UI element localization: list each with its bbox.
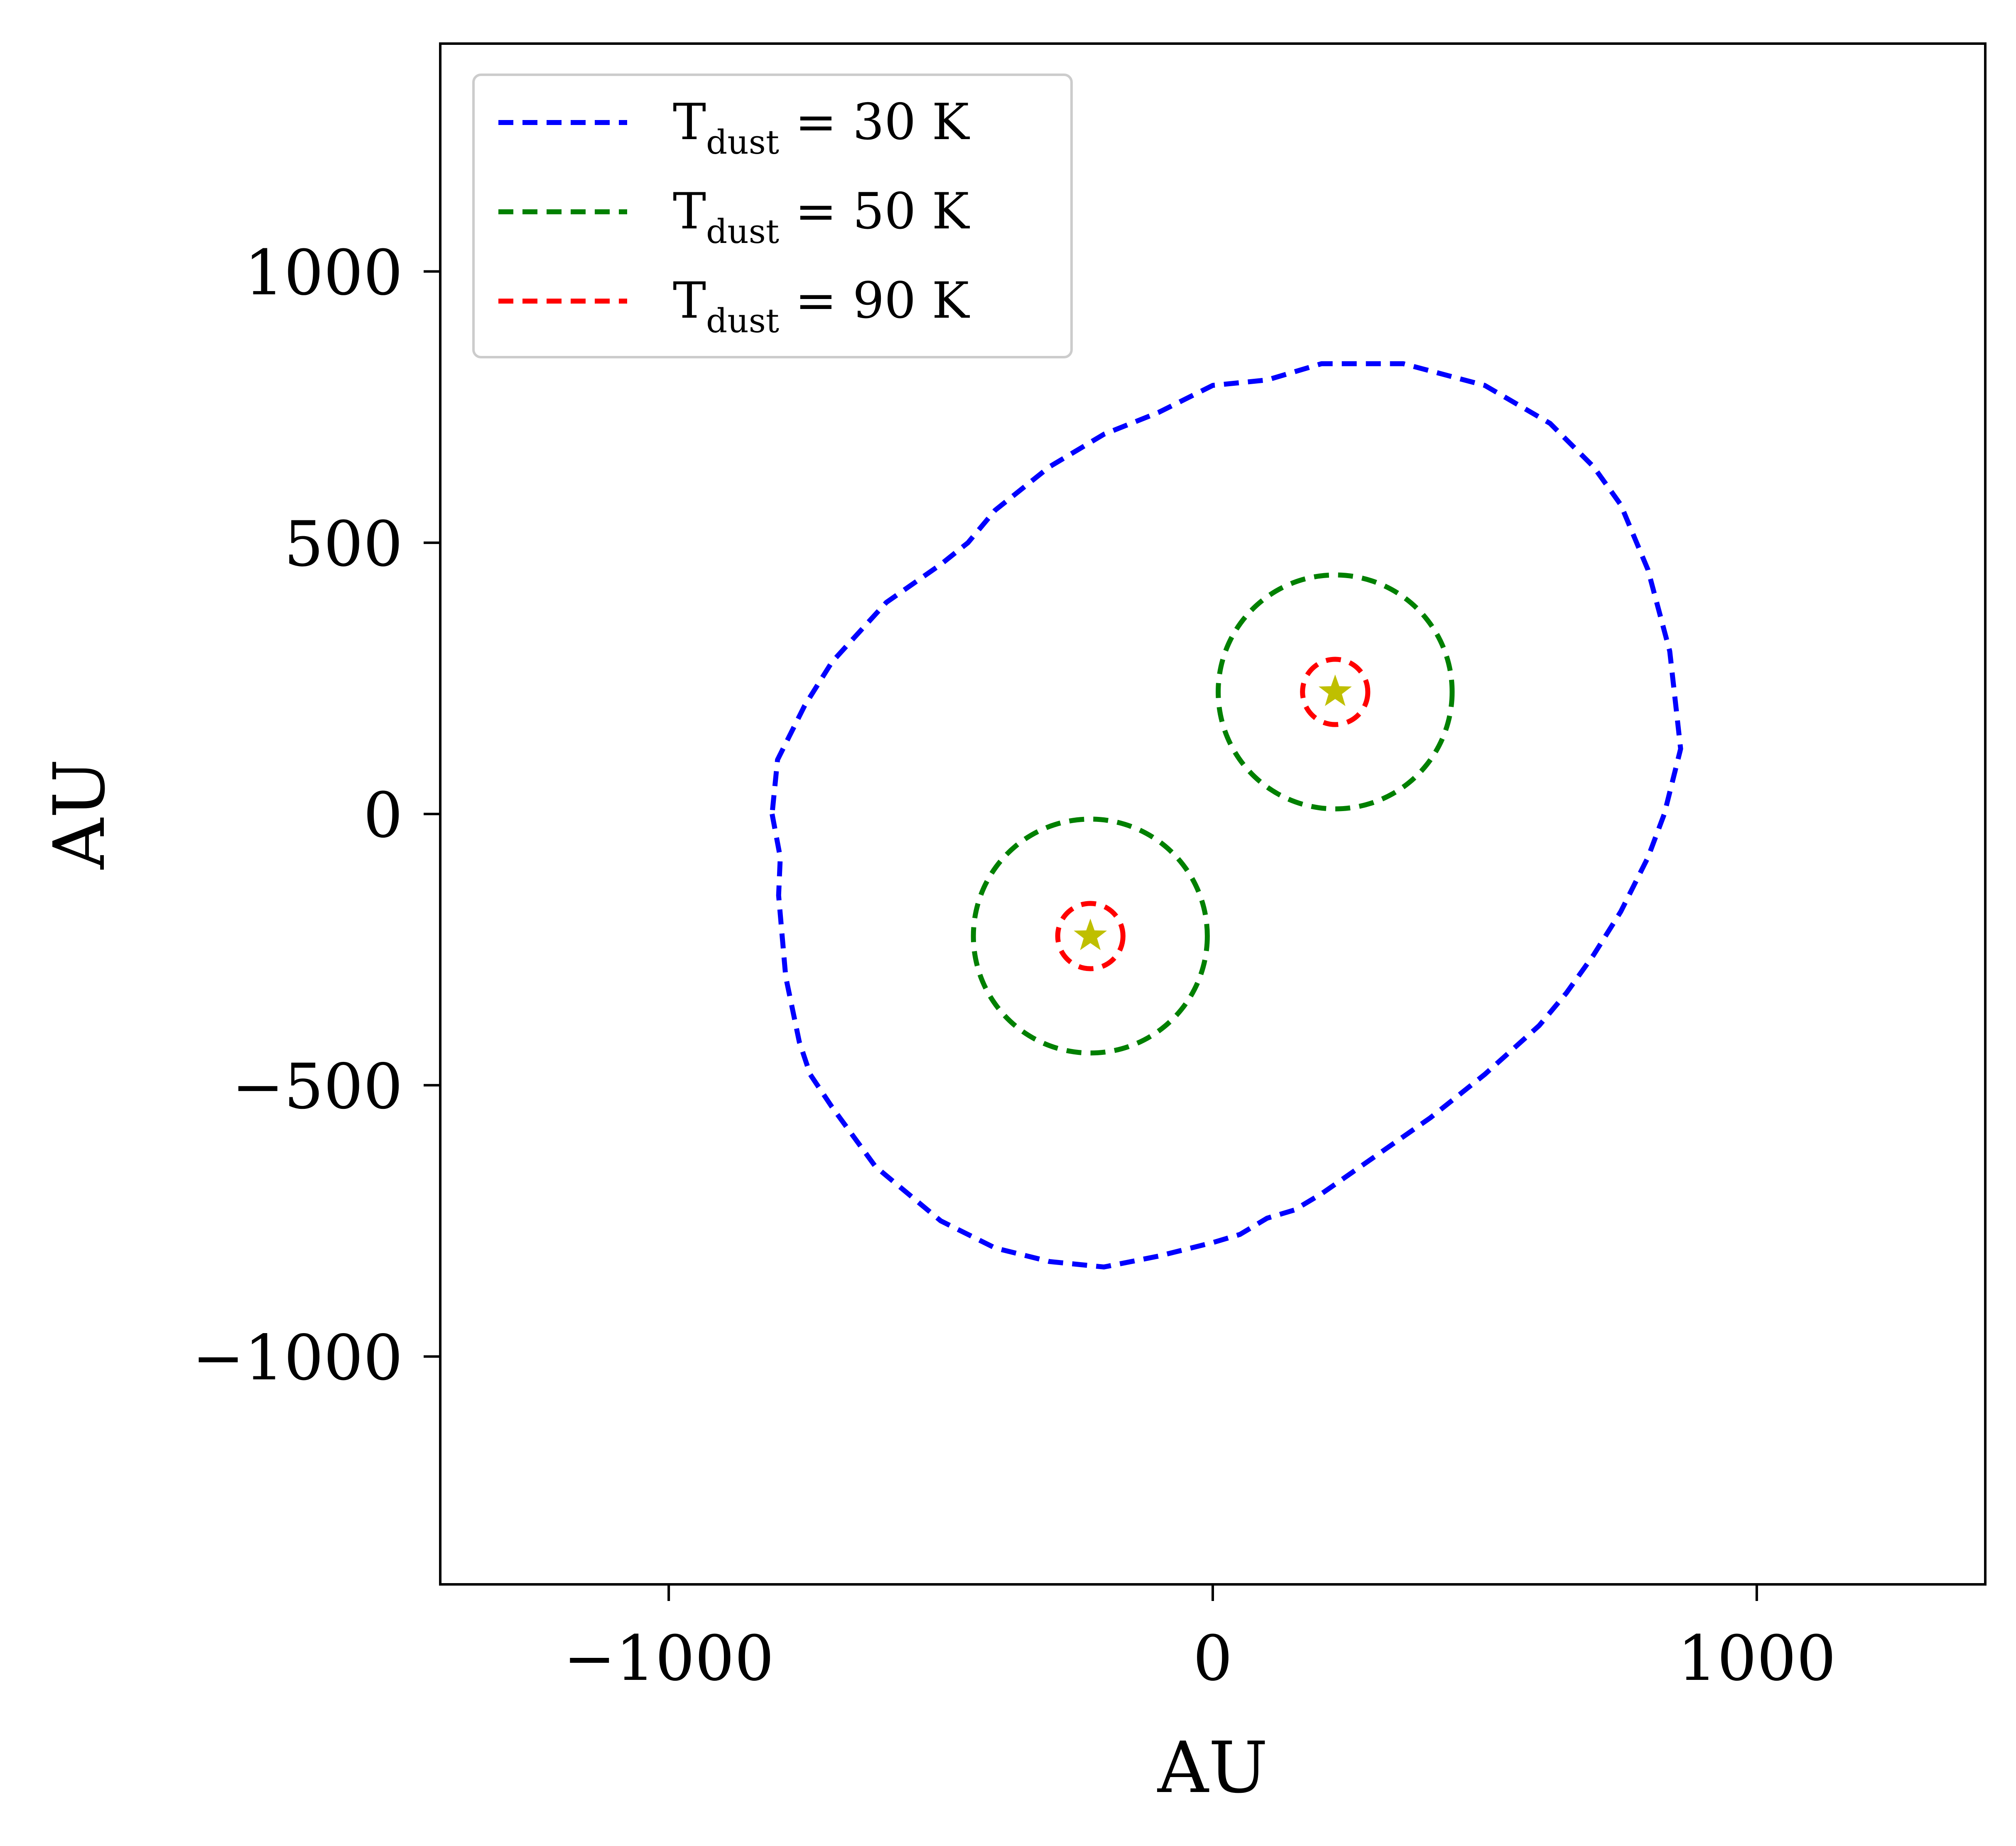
star-marker-0 [1074, 918, 1107, 950]
series-2-ring-0 [1055, 901, 1126, 971]
x-tick-label: 1000 [1678, 1623, 1836, 1695]
y-tick-label: 0 [363, 780, 403, 852]
y-tick-label: 1000 [244, 237, 403, 309]
y-tick-label: −500 [232, 1051, 403, 1123]
y-axis-label: AU [39, 759, 121, 870]
legend: Tdust = 30 K Tdust = 50 K Tdust = 90 K [472, 74, 1073, 358]
x-tick-label: −1000 [563, 1623, 774, 1695]
plot-area [770, 361, 1683, 1270]
legend-entry-1: Tdust = 50 K [673, 183, 970, 251]
series-0-contour [770, 361, 1683, 1270]
legend-entry-0: Tdust = 30 K [673, 93, 970, 162]
series-2-ring-1 [1300, 657, 1371, 727]
x-axis-label: AU [1157, 1727, 1268, 1809]
x-axis-ticks: −1000 0 1000 [563, 1584, 1836, 1695]
series-1-ring-1 [1216, 572, 1455, 811]
legend-box [472, 74, 1073, 358]
x-tick-label: 0 [1193, 1623, 1232, 1695]
legend-entry-2: Tdust = 90 K [673, 272, 970, 340]
star-marker-1 [1318, 674, 1352, 706]
y-tick-label: 500 [284, 508, 403, 581]
y-tick-label: −1000 [192, 1322, 403, 1394]
y-axis-ticks: −1000 −500 0 500 1000 [192, 237, 440, 1394]
series-1-ring-0 [971, 816, 1210, 1056]
